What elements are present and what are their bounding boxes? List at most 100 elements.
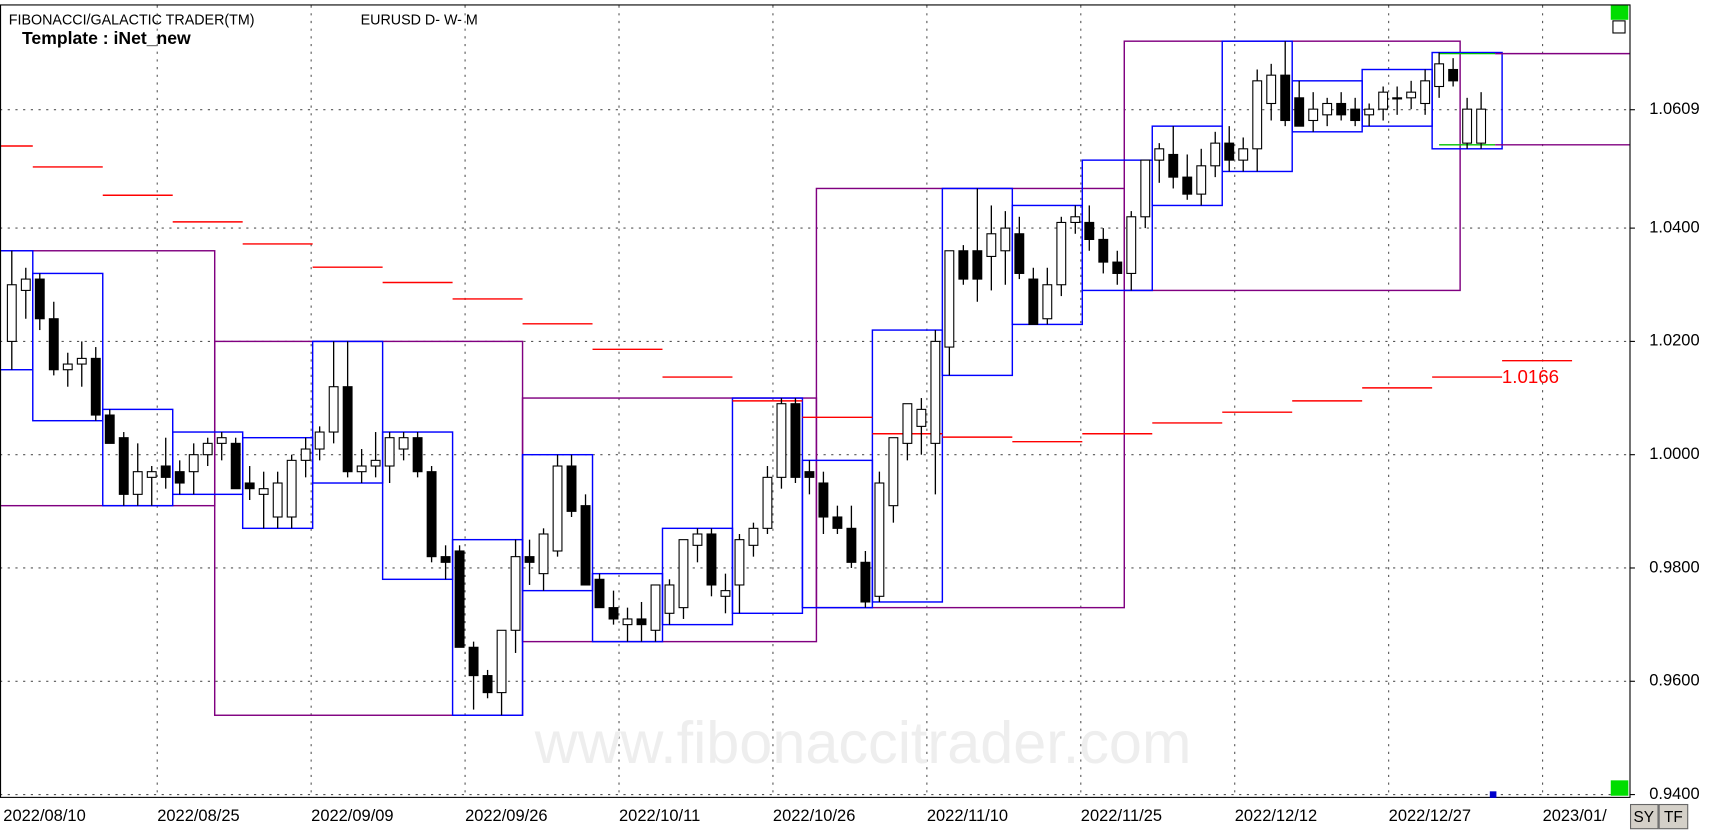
- candle-body: [594, 578, 605, 609]
- candle-body: [874, 482, 885, 597]
- candle-body: [1056, 221, 1067, 286]
- candle-body: [636, 618, 647, 626]
- x-tick-label: 2022/09/09: [311, 807, 393, 825]
- candle-body: [272, 482, 283, 518]
- sy-button[interactable]: [1629, 803, 1659, 830]
- candle-body: [664, 584, 675, 614]
- candle-body: [860, 561, 871, 603]
- candle-body: [1420, 80, 1431, 105]
- candle-body: [174, 471, 185, 484]
- candle-body: [314, 431, 325, 450]
- candle-body: [202, 442, 213, 456]
- week-range: [32, 272, 104, 422]
- candle-body: [1336, 102, 1347, 116]
- candle-body: [118, 437, 129, 495]
- corner-marker: [1610, 780, 1629, 796]
- candle-body: [1378, 91, 1389, 110]
- candle-body: [1070, 216, 1081, 223]
- week-range: [451, 538, 524, 716]
- candle-body: [748, 527, 759, 546]
- candle-body: [1294, 97, 1305, 127]
- y-tick-label: 0.9800: [1649, 558, 1699, 576]
- candle-body: [832, 516, 843, 529]
- candle-body: [230, 442, 241, 490]
- candle-body: [762, 476, 773, 529]
- candle-body: [1266, 74, 1277, 105]
- candle-body: [440, 556, 451, 563]
- candle-body: [1252, 80, 1263, 150]
- y-tick-label: 1.0000: [1649, 445, 1699, 463]
- plot-frame: [0, 4, 1631, 798]
- candle-body: [986, 233, 997, 257]
- x-tick-label: 2022/12/12: [1235, 807, 1317, 825]
- candle-body: [510, 556, 521, 631]
- tf-button-label: TF: [1664, 809, 1683, 826]
- candle-body: [608, 607, 619, 620]
- candle-body: [132, 471, 143, 495]
- candle-body: [1000, 227, 1011, 252]
- corner-marker: [1610, 5, 1629, 20]
- x-tick-label: 2022/12/27: [1389, 807, 1471, 825]
- candle-body: [1140, 159, 1151, 218]
- candle-body: [1476, 108, 1487, 144]
- candle-body: [1014, 233, 1025, 274]
- candle-body: [930, 340, 941, 444]
- candle-body: [566, 465, 577, 512]
- candle-body: [412, 437, 423, 473]
- candle-body: [1406, 91, 1417, 99]
- candle-body: [972, 250, 983, 280]
- candle-body: [1168, 153, 1179, 178]
- candle-body: [958, 250, 969, 280]
- week-range: [871, 329, 944, 603]
- candle-body: [944, 250, 955, 348]
- x-tick-label: 2023/01/: [1543, 807, 1608, 825]
- candle-body: [1098, 238, 1109, 263]
- candle-body: [818, 482, 829, 518]
- candle-body: [146, 471, 157, 478]
- candle-body: [468, 646, 479, 677]
- candle-body: [1350, 108, 1361, 122]
- candle-body: [48, 318, 59, 371]
- candle-body: [1154, 148, 1165, 161]
- candle-body: [356, 465, 367, 473]
- candle-body: [1112, 261, 1123, 274]
- x-tick-label: 2022/11/25: [1081, 807, 1162, 825]
- candle-body: [6, 284, 17, 342]
- candle-body: [1042, 284, 1053, 320]
- candle-body: [622, 618, 633, 626]
- candle-body: [552, 465, 563, 552]
- y-tick-label: 0.9600: [1649, 672, 1699, 690]
- candle-body: [1280, 74, 1291, 122]
- candle-body: [692, 533, 703, 546]
- candle-body: [1224, 142, 1235, 161]
- x-tick-label: 2022/08/10: [3, 807, 85, 825]
- candle-body: [524, 556, 535, 563]
- week-range: [1081, 159, 1153, 292]
- symbol: EURUSD D- W- M: [361, 13, 478, 29]
- candle-body: [1126, 216, 1137, 274]
- candle-body: [1084, 221, 1095, 240]
- candle-body: [342, 386, 353, 473]
- corner-button[interactable]: [1612, 20, 1626, 34]
- candle-body: [734, 539, 745, 586]
- candle-body: [286, 459, 297, 518]
- candle-body: [216, 437, 227, 444]
- candle-body: [720, 590, 731, 597]
- candle-body: [90, 357, 101, 416]
- candle-body: [384, 437, 395, 467]
- candle-body: [104, 414, 115, 444]
- x-tick-label: 2022/11/10: [927, 807, 1008, 825]
- candle-body: [846, 527, 857, 563]
- candle-body: [790, 403, 801, 478]
- candle-body: [1364, 108, 1375, 116]
- x-tick-label: 2022/10/11: [619, 807, 700, 825]
- candle-body: [1182, 176, 1193, 195]
- candle-body: [300, 448, 311, 461]
- watermark: www.fibonaccitrader.com: [534, 709, 1192, 776]
- candle-body: [328, 386, 339, 433]
- app-title: FIBONACCI/GALACTIC TRADER(TM): [9, 13, 255, 29]
- candle-body: [580, 505, 591, 586]
- tf-button[interactable]: [1658, 803, 1689, 830]
- y-tick-label: 1.0609: [1649, 100, 1699, 118]
